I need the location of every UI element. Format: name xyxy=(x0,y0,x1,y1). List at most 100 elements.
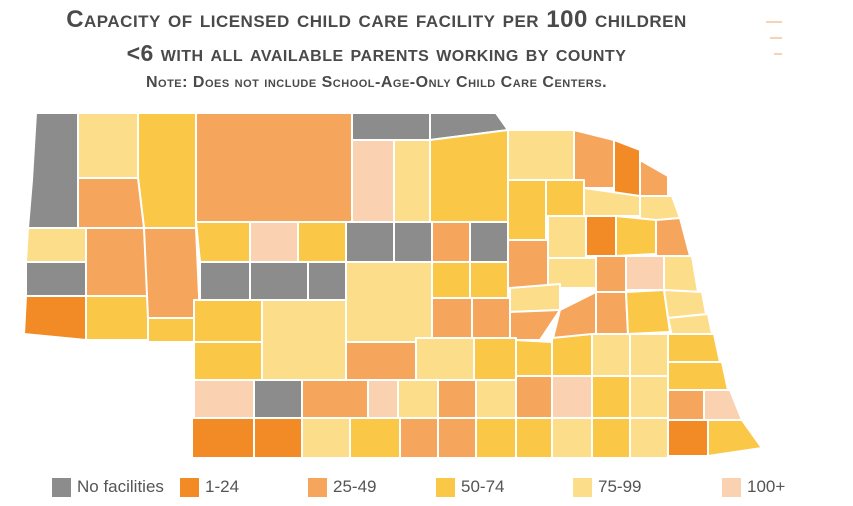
county xyxy=(253,379,303,419)
county xyxy=(349,417,401,459)
county xyxy=(475,379,517,419)
county xyxy=(27,112,79,229)
county xyxy=(585,215,617,257)
county xyxy=(351,139,395,223)
county xyxy=(429,129,509,223)
county xyxy=(25,261,87,297)
legend-swatch xyxy=(308,477,327,497)
county xyxy=(625,289,671,335)
county xyxy=(301,417,351,459)
county xyxy=(667,361,729,391)
county xyxy=(195,221,251,263)
county xyxy=(515,417,553,459)
county xyxy=(193,379,255,419)
county xyxy=(147,317,195,343)
legend-label: No facilities xyxy=(77,477,164,496)
county xyxy=(629,333,669,377)
county xyxy=(351,112,431,141)
legend-label: 50-74 xyxy=(461,477,505,496)
county xyxy=(629,375,669,419)
county xyxy=(193,299,263,343)
county xyxy=(551,333,593,377)
county xyxy=(629,417,669,459)
county xyxy=(473,337,517,381)
legend-swatch xyxy=(180,477,199,497)
county xyxy=(551,375,593,419)
county xyxy=(591,333,631,377)
county xyxy=(507,129,575,181)
legend-swatch xyxy=(573,477,592,497)
county xyxy=(397,379,439,419)
county xyxy=(393,221,433,263)
county xyxy=(507,179,547,241)
county xyxy=(249,221,299,263)
county xyxy=(639,159,669,197)
county xyxy=(615,215,657,257)
county xyxy=(199,261,251,301)
county xyxy=(515,375,553,419)
map-title-line1: Capacity of licensed child care facility… xyxy=(66,6,687,33)
county xyxy=(399,417,439,459)
legend-label: 100+ xyxy=(747,477,786,496)
county xyxy=(547,215,587,259)
county xyxy=(249,261,309,301)
county xyxy=(591,375,631,419)
legend-label: 25-49 xyxy=(333,477,377,496)
county xyxy=(253,417,303,459)
legend-swatch xyxy=(436,477,455,497)
county xyxy=(469,221,509,263)
county xyxy=(297,221,347,263)
county xyxy=(193,341,263,381)
county xyxy=(437,379,477,419)
county xyxy=(23,295,87,341)
county xyxy=(667,389,705,421)
county xyxy=(469,261,509,299)
legend-swatch xyxy=(52,477,71,497)
county xyxy=(143,227,201,319)
legend-item-100-plus: 100+ xyxy=(722,476,785,498)
county xyxy=(431,297,473,339)
county xyxy=(261,299,347,381)
county xyxy=(515,339,553,377)
county xyxy=(367,379,399,419)
county xyxy=(595,291,629,335)
county xyxy=(545,179,585,217)
legend-item-no-facilities: No facilities xyxy=(52,476,164,498)
county xyxy=(667,333,721,363)
legend-label: 75-99 xyxy=(598,477,642,496)
county xyxy=(551,417,593,459)
county xyxy=(663,255,699,293)
legend-item-1-24: 1-24 xyxy=(180,476,239,498)
county xyxy=(625,255,665,291)
county xyxy=(301,379,369,419)
county xyxy=(667,419,709,457)
legend-item-75-99: 75-99 xyxy=(573,476,641,498)
county xyxy=(509,309,561,341)
county xyxy=(191,417,255,459)
county xyxy=(307,261,347,301)
county xyxy=(85,295,149,341)
county xyxy=(77,177,145,229)
county xyxy=(707,419,763,457)
map-note: Note: Does not include School-Age-Only C… xyxy=(145,74,608,91)
map-legend: No facilities 1-24 25-49 50-74 75-99 100… xyxy=(0,476,853,498)
county xyxy=(77,112,139,179)
county xyxy=(345,221,395,263)
county xyxy=(393,139,431,223)
county xyxy=(345,261,433,343)
legend-item-50-74: 50-74 xyxy=(436,476,504,498)
county xyxy=(663,289,707,319)
legend-swatch xyxy=(722,477,741,497)
legend-label: 1-24 xyxy=(205,477,240,496)
county xyxy=(345,341,417,381)
county xyxy=(667,313,713,337)
decorative-mark xyxy=(766,21,782,55)
legend-item-25-49: 25-49 xyxy=(308,476,376,498)
county xyxy=(25,227,87,263)
county xyxy=(591,417,631,459)
county xyxy=(471,297,511,339)
county xyxy=(595,255,627,293)
county xyxy=(475,417,517,459)
county xyxy=(431,221,471,263)
